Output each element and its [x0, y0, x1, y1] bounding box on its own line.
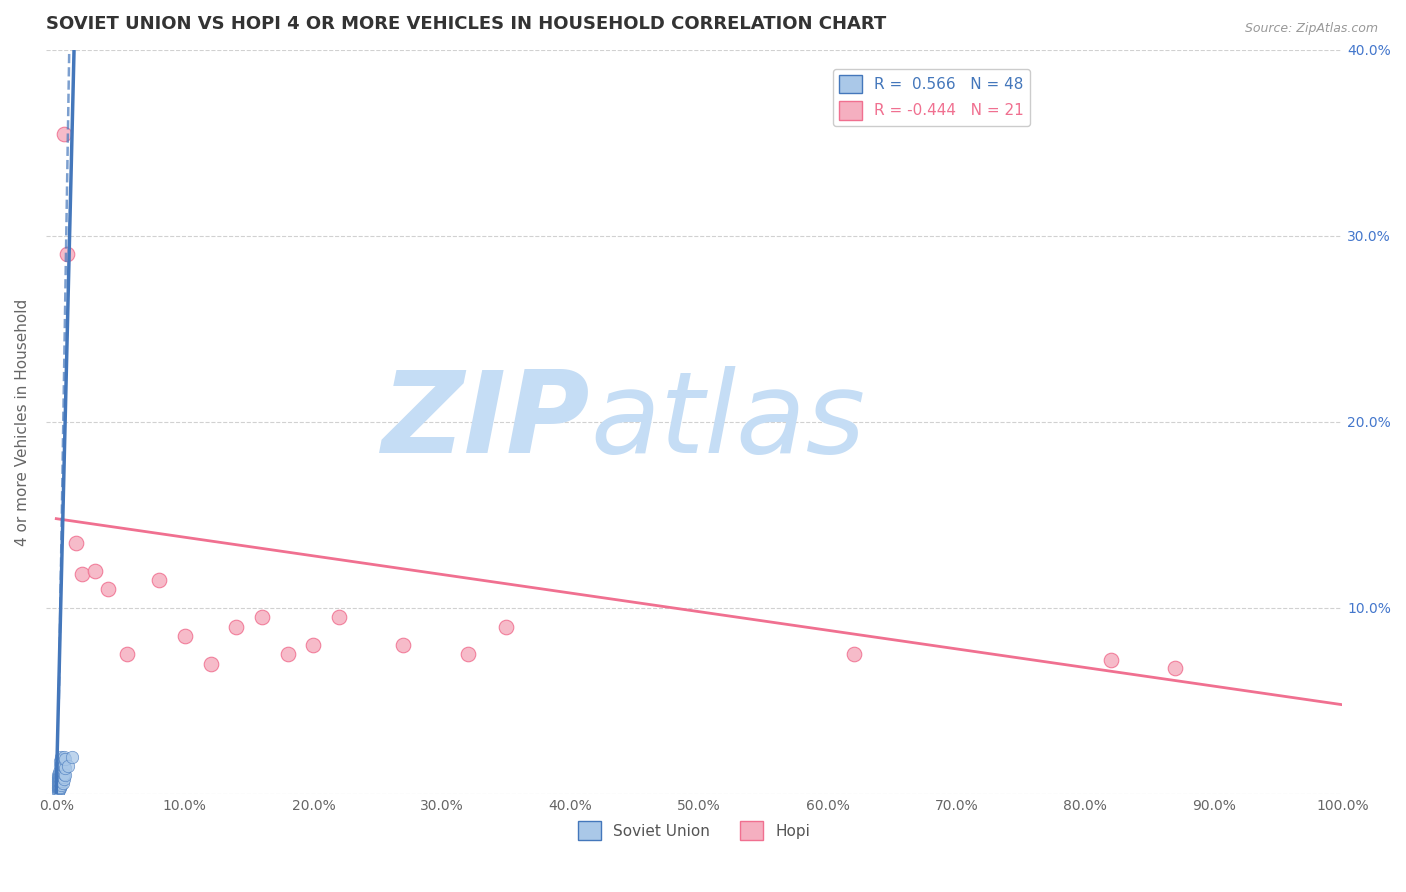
- Text: Source: ZipAtlas.com: Source: ZipAtlas.com: [1244, 22, 1378, 36]
- Legend: Soviet Union, Hopi: Soviet Union, Hopi: [572, 815, 817, 846]
- Point: [48, 783, 70, 797]
- Point: [49, 781, 72, 796]
- Point: [49, 776, 72, 790]
- Point: [46, 774, 69, 789]
- Point: [46, 780, 69, 794]
- Point: [55, 247, 77, 261]
- Point: [46, 772, 69, 786]
- Point: [48, 781, 70, 796]
- Point: [46, 785, 69, 799]
- Point: [173, 629, 195, 643]
- Point: [48, 780, 70, 794]
- Point: [48, 778, 70, 792]
- Point: [51, 768, 73, 782]
- Y-axis label: 4 or more Vehicles in Household: 4 or more Vehicles in Household: [15, 298, 30, 546]
- Point: [148, 573, 170, 587]
- Point: [49, 768, 72, 782]
- Point: [46, 778, 69, 792]
- Point: [48, 772, 70, 786]
- Point: [53, 761, 76, 775]
- Point: [48, 764, 70, 779]
- Point: [46, 781, 69, 796]
- Point: [52, 759, 75, 773]
- Text: SOVIET UNION VS HOPI 4 OR MORE VEHICLES IN HOUSEHOLD CORRELATION CHART: SOVIET UNION VS HOPI 4 OR MORE VEHICLES …: [46, 15, 886, 33]
- Point: [52, 776, 75, 790]
- Point: [51, 774, 73, 789]
- Point: [457, 648, 479, 662]
- Point: [51, 778, 73, 792]
- Point: [46, 770, 69, 784]
- Point: [49, 764, 72, 779]
- Point: [53, 772, 76, 786]
- Point: [60, 749, 83, 764]
- Point: [51, 749, 73, 764]
- Point: [277, 648, 299, 662]
- Point: [49, 754, 72, 768]
- Point: [53, 766, 76, 780]
- Point: [302, 638, 325, 652]
- Point: [200, 657, 222, 671]
- Point: [46, 768, 69, 782]
- Point: [52, 752, 75, 766]
- Point: [1099, 653, 1122, 667]
- Point: [250, 610, 273, 624]
- Point: [51, 763, 73, 777]
- Point: [56, 759, 79, 773]
- Point: [48, 768, 70, 782]
- Point: [49, 780, 72, 794]
- Point: [49, 759, 72, 773]
- Point: [52, 770, 75, 784]
- Point: [495, 619, 517, 633]
- Point: [53, 752, 76, 766]
- Point: [46, 783, 69, 797]
- Point: [52, 764, 75, 779]
- Point: [46, 776, 69, 790]
- Point: [83, 564, 105, 578]
- Point: [49, 772, 72, 786]
- Point: [53, 759, 76, 773]
- Point: [70, 567, 93, 582]
- Point: [48, 776, 70, 790]
- Text: atlas: atlas: [591, 367, 866, 477]
- Point: [65, 536, 87, 550]
- Point: [53, 127, 76, 141]
- Point: [392, 638, 415, 652]
- Point: [115, 648, 138, 662]
- Text: ZIP: ZIP: [382, 367, 591, 477]
- Point: [53, 768, 76, 782]
- Point: [328, 610, 350, 624]
- Point: [53, 749, 76, 764]
- Point: [225, 619, 247, 633]
- Point: [842, 648, 865, 662]
- Point: [48, 774, 70, 789]
- Point: [48, 770, 70, 784]
- Point: [97, 582, 120, 597]
- Point: [1164, 660, 1187, 674]
- Point: [51, 757, 73, 772]
